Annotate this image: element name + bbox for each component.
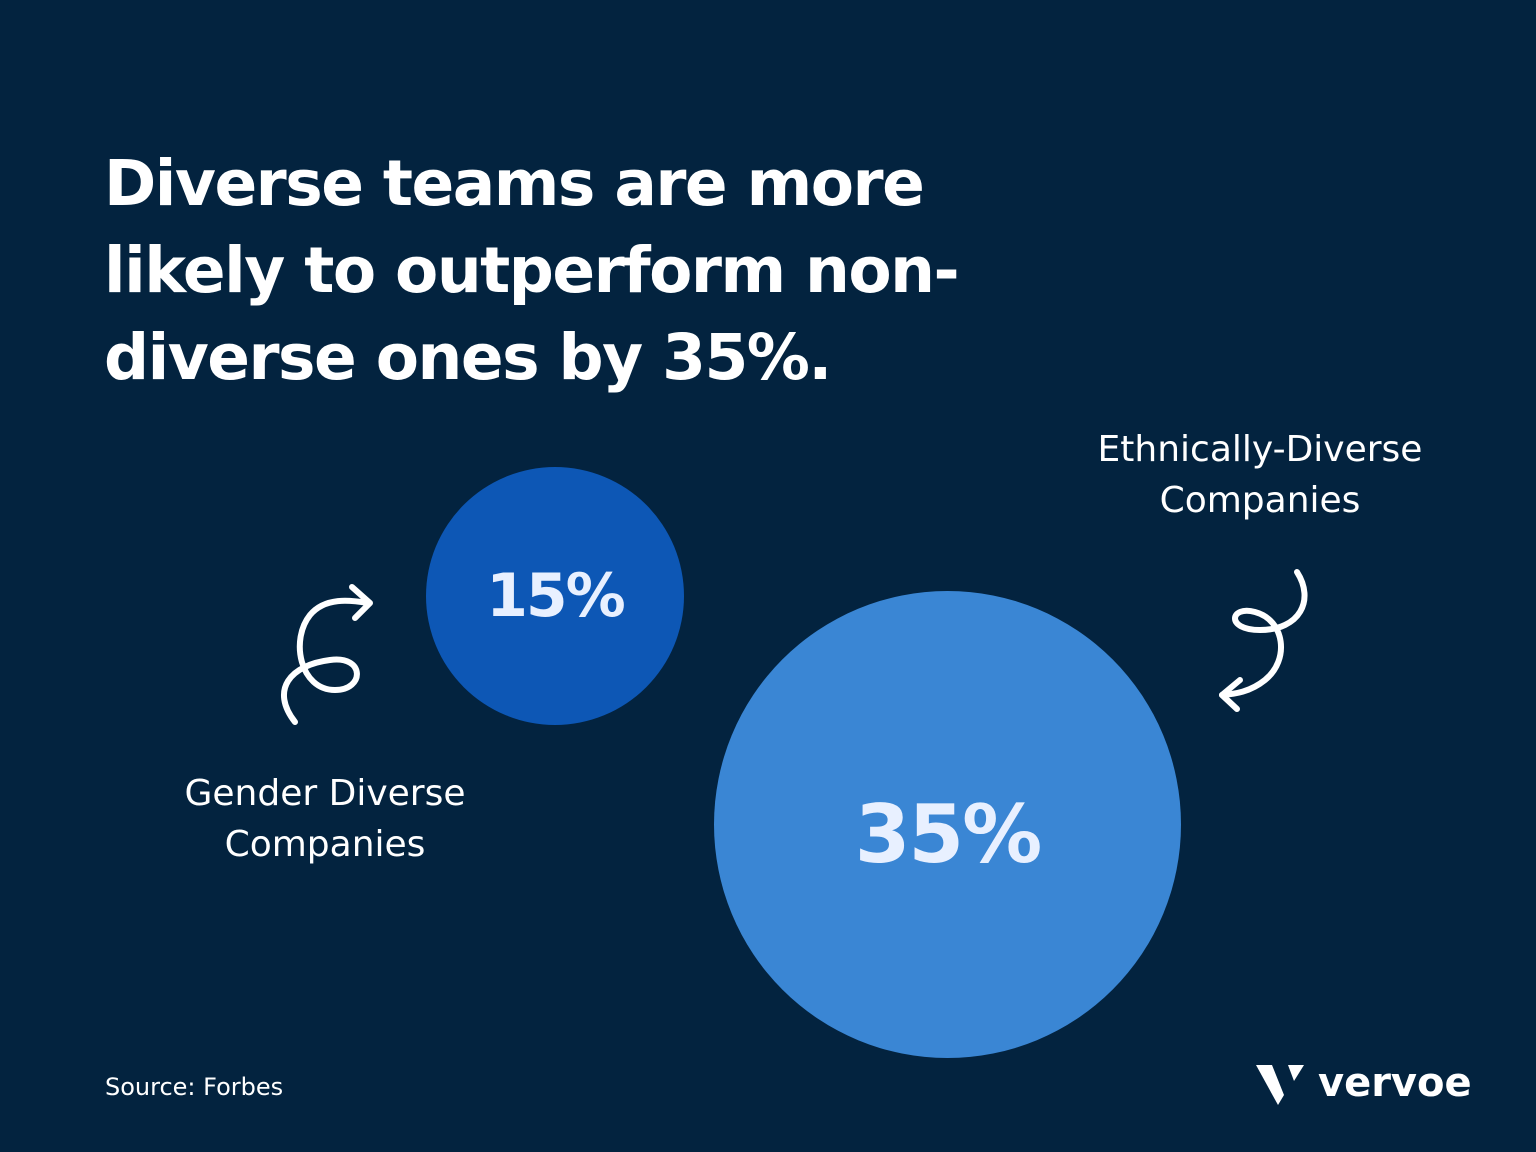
ethnically-diverse-bubble: 35% [714,591,1181,1058]
headline: Diverse teams are more likely to outperf… [104,147,960,394]
source-note: Source: Forbes [105,1073,284,1101]
gender-diverse-value: 15% [486,561,626,631]
ethnically-diverse-label: Ethnically-Diverse Companies [1097,429,1423,521]
gender-diverse-bubble: 15% [426,467,684,725]
logo-text: vervoe [1318,1060,1472,1106]
ethnically-diverse-value: 35% [854,788,1042,881]
curly-arrow-left-icon [281,584,373,725]
curly-arrow-right-icon [1219,569,1308,712]
vervoe-v-icon [1256,1065,1304,1105]
vervoe-logo: vervoe [1256,1060,1472,1106]
gender-diverse-label: Gender Diverse Companies [184,773,466,865]
